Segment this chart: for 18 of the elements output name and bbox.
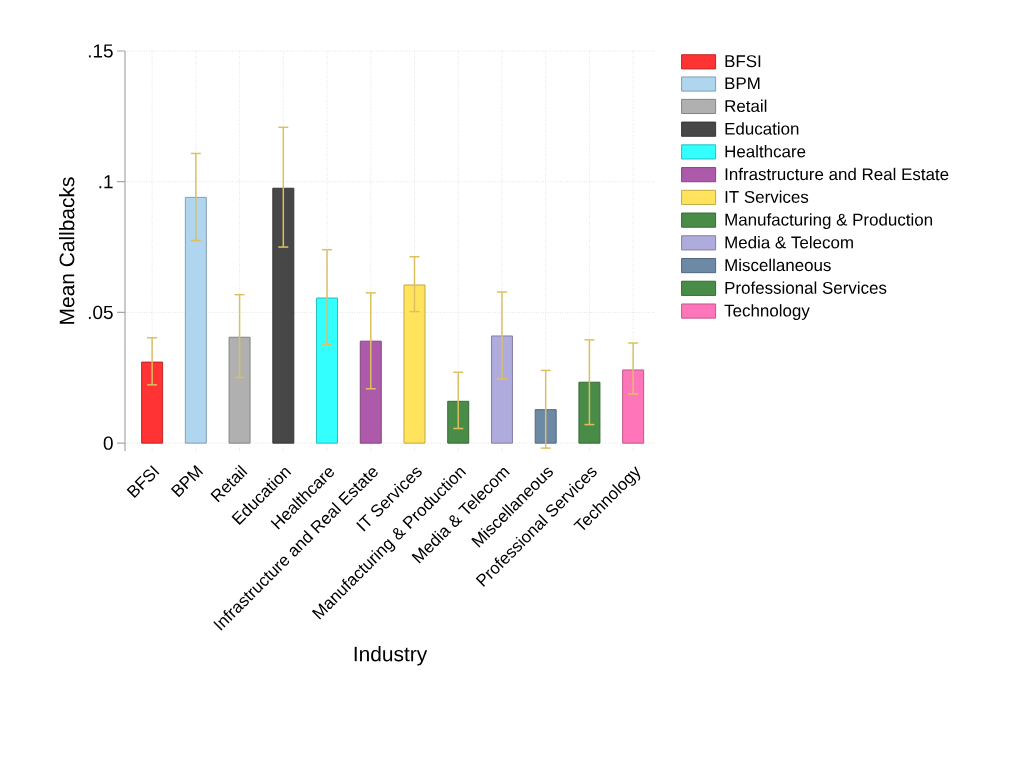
legend-label: Healthcare (725, 145, 806, 158)
legend-label: Media & Telecom (725, 235, 853, 249)
legend-label: Infrastructure and Real Estate (725, 167, 949, 181)
y-axis-title: Mean Callbacks (59, 177, 75, 324)
legend-label: Miscellaneous (725, 258, 831, 272)
legend-label: Manufacturing & Production (725, 213, 932, 230)
y-tick-label: .1 (99, 175, 113, 189)
legend-label: Education (725, 122, 799, 135)
legend-label: Professional Services (725, 281, 887, 294)
legend-label: Technology (724, 304, 810, 320)
x-axis-title: Industry (354, 646, 428, 666)
legend-label: Retail (725, 99, 767, 113)
y-tick-label: .15 (88, 44, 113, 58)
y-tick-label: 0 (103, 436, 113, 450)
legend-label: BFSI (725, 55, 761, 68)
y-tick-label: .05 (88, 305, 113, 320)
legend-label: IT Services (725, 190, 809, 203)
legend-label: BPM (725, 77, 760, 90)
